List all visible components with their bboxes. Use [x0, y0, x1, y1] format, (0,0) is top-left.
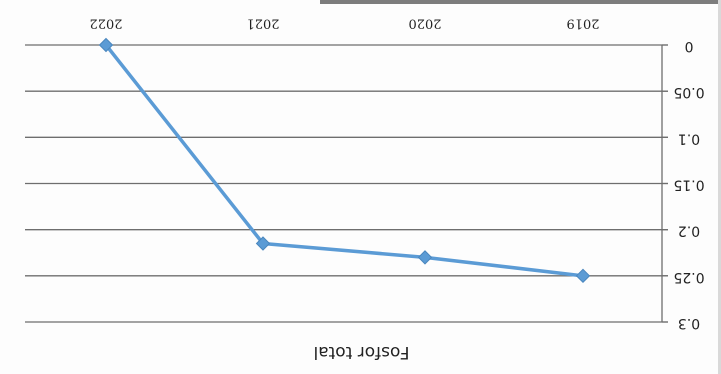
- value-axis: [661, 44, 668, 323]
- y-tick-label: 0.2: [678, 223, 700, 239]
- chart-title: Fosfor total: [0, 342, 721, 362]
- gridlines: [25, 44, 668, 323]
- x-category-label: 2022: [89, 16, 122, 31]
- data-point-marker: [417, 250, 433, 265]
- series-line-path: [104, 43, 584, 278]
- y-tick-label: 0.15: [673, 177, 704, 193]
- tick-labels: 0 0.05 0.1 0.15 0.2 0.25 0.3 2019 2020 2021 2022: [89, 16, 704, 332]
- x-category-label: 2019: [566, 16, 599, 31]
- y-tick-label: 0: [685, 38, 694, 54]
- y-tick-label: 0.05: [673, 84, 704, 100]
- data-point-marker: [575, 268, 591, 284]
- data-point-marker: [255, 236, 271, 251]
- series-line: [98, 37, 591, 284]
- y-tick-label: 0.1: [678, 130, 700, 146]
- x-category-label: 2021: [246, 16, 279, 31]
- scan-edge-right: [718, 0, 721, 374]
- y-tick-label: 0.25: [673, 269, 704, 285]
- y-tick-label: 0.3: [678, 315, 700, 331]
- x-category-label: 2020: [408, 16, 441, 31]
- data-point-marker: [98, 37, 114, 53]
- scan-edge-top: [320, 0, 721, 4]
- chart-title-text: Fosfor total: [313, 342, 410, 362]
